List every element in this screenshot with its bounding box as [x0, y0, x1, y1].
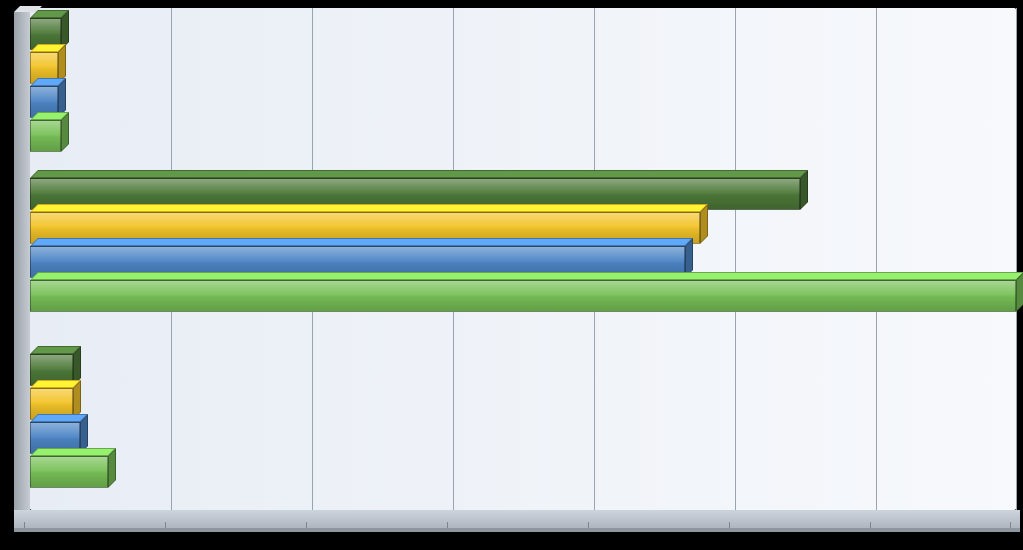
chart-stage	[0, 0, 1023, 550]
bar-group-bottom-light_green	[30, 456, 108, 488]
gridline	[735, 8, 736, 510]
floor-tick	[306, 522, 307, 528]
gridline	[876, 8, 877, 510]
floor-tick	[165, 522, 166, 528]
plot-floor-edge	[14, 528, 1020, 532]
bar-group-top-light_green	[30, 120, 61, 152]
floor-tick	[447, 522, 448, 528]
floor-tick	[588, 522, 589, 528]
floor-tick	[729, 522, 730, 528]
bar-group-middle-light_green	[30, 280, 1016, 312]
floor-tick	[1010, 522, 1011, 528]
floor-tick	[870, 522, 871, 528]
gridline	[1016, 8, 1017, 510]
floor-tick	[24, 522, 25, 528]
axis-wall	[14, 12, 30, 524]
